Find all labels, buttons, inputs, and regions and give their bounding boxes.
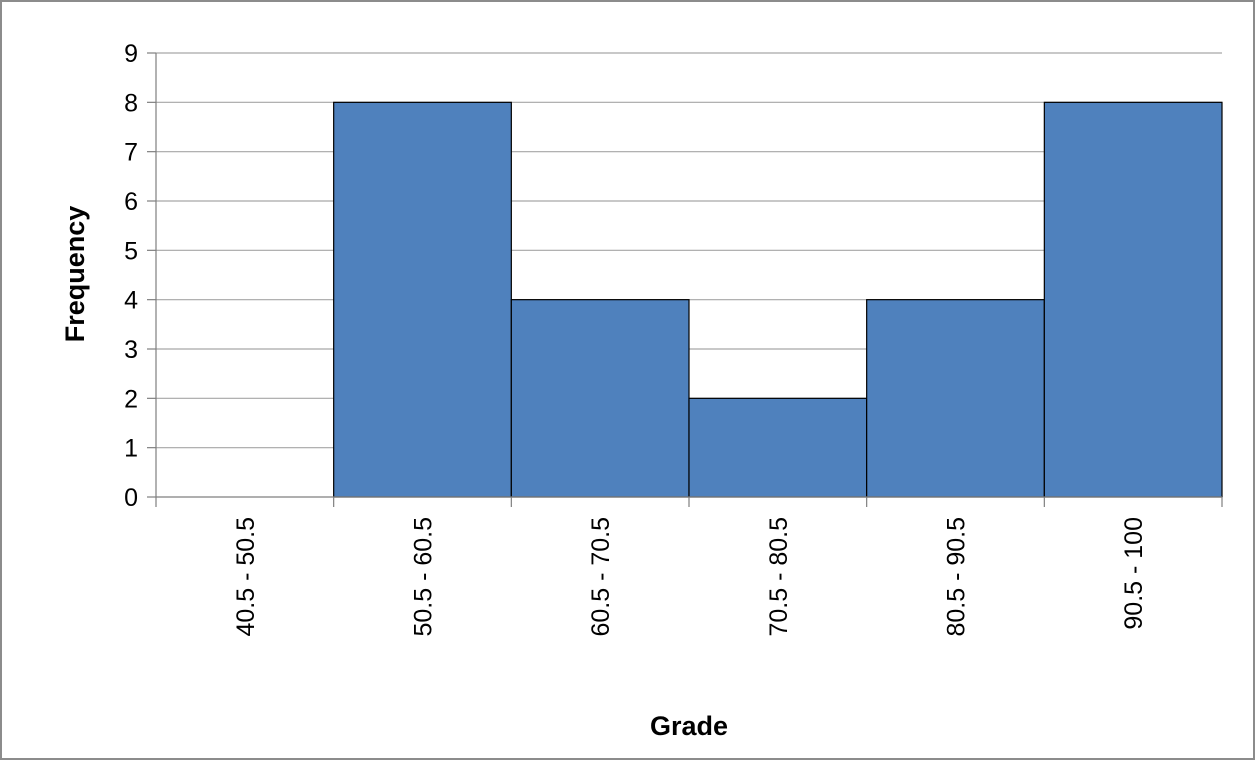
x-tick-label: 60.5 - 70.5	[587, 517, 615, 637]
x-axis-title: Grade	[650, 711, 728, 741]
bar	[333, 101, 512, 498]
x-tick-label: 70.5 - 80.5	[765, 517, 793, 637]
y-tick-label: 4	[124, 287, 138, 315]
x-tick-label: 50.5 - 60.5	[410, 517, 438, 637]
y-axis-title: Frequency	[60, 206, 90, 343]
x-tick-label: 80.5 - 90.5	[943, 517, 971, 637]
y-tick-label: 9	[124, 40, 138, 68]
bar	[510, 299, 690, 498]
y-tick-label: 6	[124, 188, 138, 216]
y-tick-label: 3	[124, 336, 138, 364]
y-tick-label: 5	[124, 237, 138, 265]
bar	[1043, 101, 1223, 498]
bar	[866, 299, 1045, 498]
bars	[333, 101, 1223, 498]
y-tick-label: 1	[124, 435, 138, 463]
x-tick-label: 90.5 - 100	[1120, 517, 1148, 630]
x-tick-label: 40.5 - 50.5	[232, 517, 260, 637]
y-tick-label: 7	[124, 139, 138, 167]
y-tick-labels: 0 1 2 3 4 5 6 7 8 9	[124, 40, 138, 512]
y-tick-label: 0	[124, 484, 138, 512]
y-tick-label: 8	[124, 89, 138, 117]
axes	[147, 52, 1223, 507]
x-tick-labels: 40.5 - 50.5 50.5 - 60.5 60.5 - 70.5 70.5 - …	[232, 517, 1148, 637]
y-tick-label: 2	[124, 385, 138, 413]
bar	[688, 397, 868, 498]
